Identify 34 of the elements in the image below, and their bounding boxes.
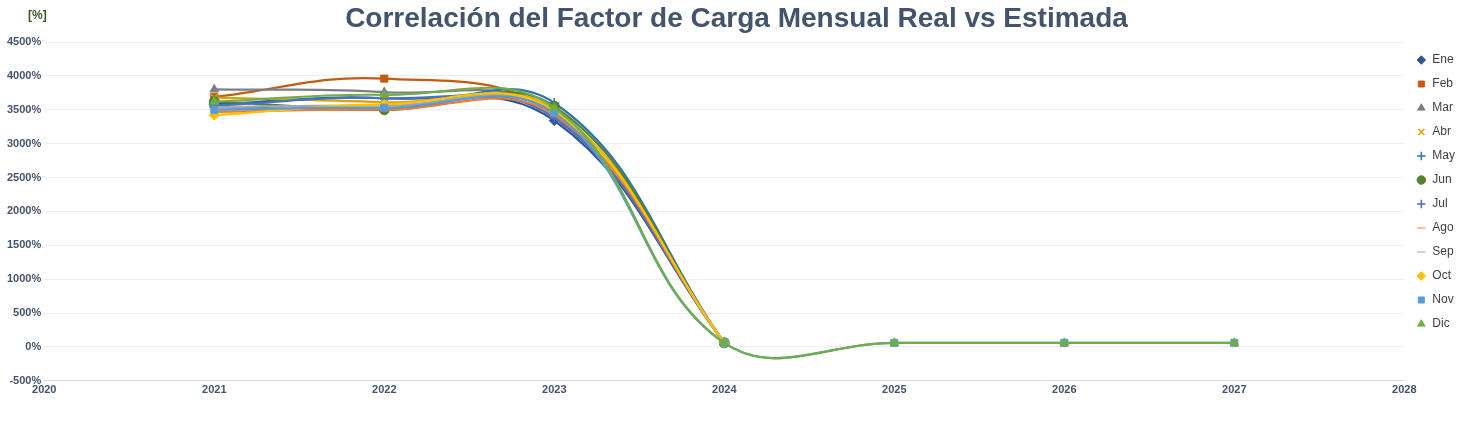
legend-label: May [1432,148,1455,163]
x-tick-label: 2022 [372,383,397,396]
y-tick-label: 3500% [6,102,42,115]
legend-label: Jul [1432,196,1448,211]
legend-label: Nov [1432,292,1454,307]
legend-label: Ago [1432,220,1455,235]
y-axis-title: [%] [28,8,47,22]
y-tick-label: 0% [25,339,42,352]
y-tick-label: 3000% [6,136,42,149]
x-tick-label: 2025 [882,383,907,396]
legend-label: Sep [1432,244,1455,259]
x-tick-label: 2024 [712,383,738,396]
legend-label: Mar [1432,100,1453,115]
y-tick-label: -500% [9,373,42,386]
y-tick-label: 500% [13,306,42,319]
legend-label: Abr [1432,124,1452,139]
y-tick-label: 2000% [6,204,42,217]
x-tick-label: 2020 [32,383,57,396]
y-tick-label: 4500% [6,35,42,48]
x-tick-label: 2028 [1392,383,1417,396]
chart-title: Correlación del Factor de Carga Mensual Real vs Estimada [345,2,1128,33]
x-tick-label: 2023 [542,383,567,396]
y-tick-label: 4000% [6,68,42,81]
y-tick-label: 1000% [6,272,42,285]
legend-label: Oct [1432,268,1452,283]
legend-label: Ene [1432,52,1455,67]
x-tick-label: 2027 [1222,383,1247,396]
legend-label: Jun [1432,172,1452,187]
x-tick-label: 2026 [1052,383,1077,396]
x-tick-label: 2021 [202,383,227,396]
y-tick-label: 1500% [6,238,42,251]
legend-label: Dic [1432,316,1450,331]
legend-label: Feb [1432,76,1454,91]
y-tick-label: 2500% [6,170,42,183]
